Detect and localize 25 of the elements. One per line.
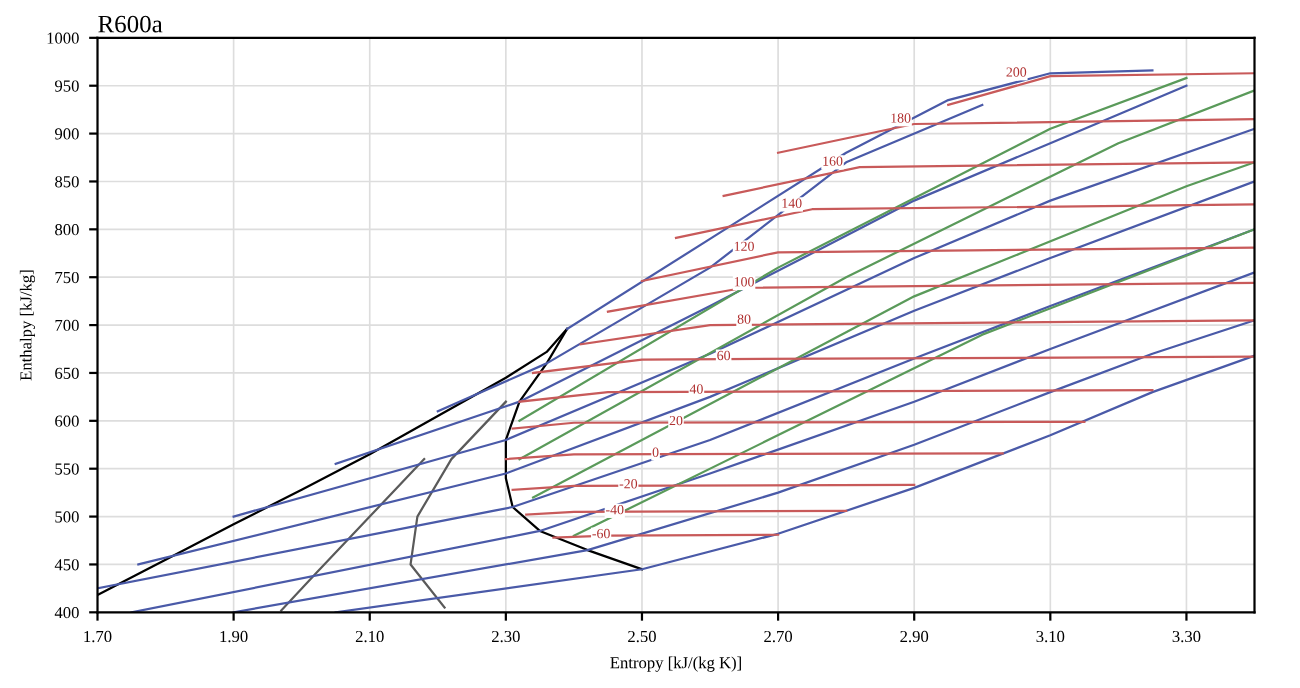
y-tick-label: 650: [55, 367, 79, 379]
chart-title: R600a: [98, 15, 163, 33]
x-axis-title: Entropy [kJ/(kg K)]: [610, 656, 741, 672]
x-tick-label: 2.10: [355, 630, 384, 643]
x-tick-label: 2.90: [900, 630, 929, 643]
y-tick-label: 550: [55, 463, 79, 475]
x-tick-label: 3.10: [1036, 630, 1065, 643]
y-tick-label: 800: [55, 224, 79, 236]
x-tick-label: 2.70: [764, 630, 793, 643]
x-tick-label: 2.50: [628, 630, 656, 643]
y-tick-label: 400: [54, 607, 79, 619]
y-tick-label: 600: [55, 415, 79, 427]
y-tick-label: 900: [54, 128, 79, 140]
x-tick-label: 2.30: [492, 630, 520, 643]
y-tick-label: 750: [55, 271, 79, 284]
y-tick-label: 950: [54, 80, 79, 92]
x-tick-label: 1.70: [84, 630, 112, 643]
y-tick-label: 700: [55, 319, 79, 332]
y-tick-label: 500: [55, 511, 79, 523]
x-tick-label: 3.30: [1172, 630, 1201, 643]
y-tick-label: 850: [55, 176, 79, 188]
x-tick-label: 1.90: [220, 630, 248, 643]
y-tick-label: 450: [54, 559, 79, 571]
y-axis-title: Enthalpy [kJ/kg]: [19, 270, 35, 381]
y-tick-label: 1000: [47, 32, 79, 44]
